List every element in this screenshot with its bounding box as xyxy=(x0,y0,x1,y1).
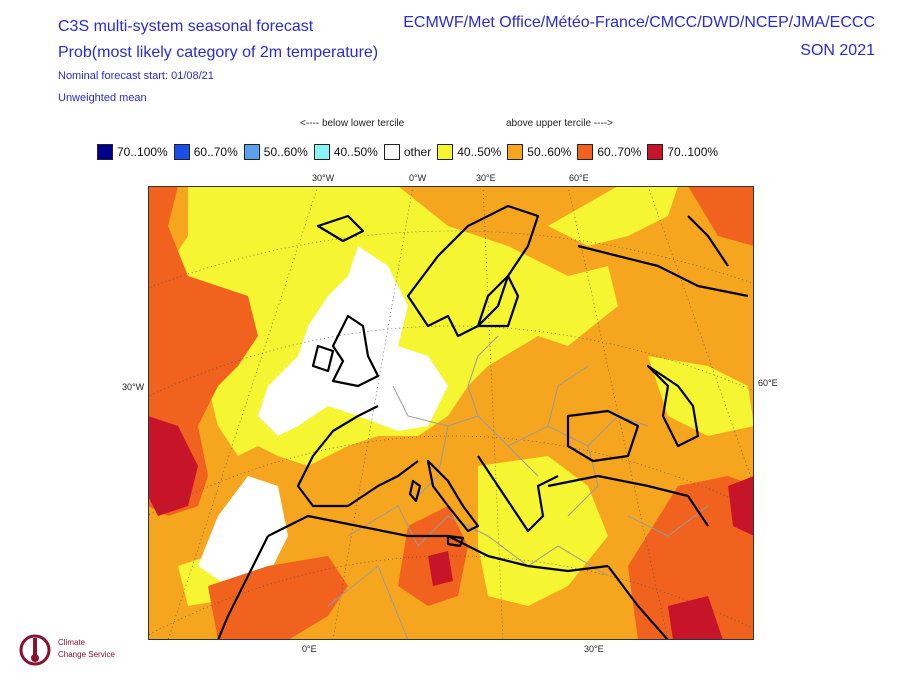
legend-label: 70..100% xyxy=(667,145,719,159)
color-legend: 70..100% 60..70% 50..60% 40..50% other 4… xyxy=(97,143,724,161)
legend-item: 50..60% xyxy=(243,144,308,160)
legend-label: 50..60% xyxy=(527,145,572,159)
above-tercile-label: above upper tercile ----> xyxy=(506,118,613,129)
legend-swatch xyxy=(577,144,594,160)
legend-swatch xyxy=(647,144,664,160)
map-subtitle-variable: Prob(most likely category of 2m temperat… xyxy=(58,44,379,61)
centres-label: ECMWF/Met Office/Météo-France/CMCC/DWD/N… xyxy=(403,14,875,31)
prob-60-70-region xyxy=(628,476,754,640)
prob-other-region xyxy=(198,476,288,586)
prob-70-100-region xyxy=(148,416,198,516)
prob-other-region xyxy=(258,246,448,436)
legend-item: 70..100% xyxy=(647,144,718,160)
map-title: C3S multi-system seasonal forecast xyxy=(58,18,314,35)
prob-70-100-region xyxy=(668,596,723,640)
map-frame xyxy=(148,186,754,640)
prob-70-100-region xyxy=(728,476,754,536)
legend-swatch xyxy=(173,144,190,160)
legend-label: 70..100% xyxy=(117,145,168,159)
legend-label: 50..60% xyxy=(263,145,308,159)
legend-label: 40..50% xyxy=(457,145,502,159)
map-canvas xyxy=(148,186,754,640)
legend-swatch xyxy=(383,144,400,160)
prob-70-100-region xyxy=(428,551,453,586)
legend-label: 40..50% xyxy=(333,145,378,159)
below-tercile-label: <---- below lower tercile xyxy=(300,118,405,129)
coastlines xyxy=(216,204,749,640)
grid-label-bottom: 30°E xyxy=(584,644,604,654)
logo-text-line2: Change Service xyxy=(58,650,115,659)
grid-label-bottom: 0°E xyxy=(302,644,317,654)
legend-swatch xyxy=(507,144,524,160)
season-label: SON 2021 xyxy=(800,42,875,59)
legend-label: other xyxy=(403,145,432,159)
prob-60-70-region xyxy=(208,556,348,640)
legend-item: 60..70% xyxy=(173,144,238,160)
grid-label-right: 60°E xyxy=(758,378,778,388)
weighting-label: Unweighted mean xyxy=(58,92,147,104)
grid-label-top: 30°E xyxy=(476,173,496,183)
legend-item: 70..100% xyxy=(97,144,168,160)
legend-item: 50..60% xyxy=(507,144,571,160)
legend-swatch xyxy=(313,144,330,160)
legend-label: 60..70% xyxy=(597,145,642,159)
climate-change-service-logo: Climate Change Service xyxy=(18,628,148,688)
prob-60-70-region xyxy=(688,186,754,246)
logo-emblem xyxy=(19,634,51,666)
legend-swatch xyxy=(97,144,113,160)
country-borders xyxy=(327,335,709,640)
forecast-map xyxy=(148,186,754,640)
grid-label-top: 60°E xyxy=(569,173,589,183)
legend-swatch xyxy=(437,144,454,160)
graticule xyxy=(148,186,754,640)
legend-item: other xyxy=(383,144,432,160)
forecast-start-label: Nominal forecast start: 01/08/21 xyxy=(58,70,214,82)
grid-label-top: 0°W xyxy=(409,173,427,183)
grid-label-top: 30°W xyxy=(312,173,335,183)
logo-text-line1: Climate xyxy=(58,638,86,647)
prob-40-50-region xyxy=(548,186,678,246)
legend-item: 60..70% xyxy=(577,144,641,160)
legend-item: 40..50% xyxy=(313,144,378,160)
legend-swatch xyxy=(243,144,260,160)
grid-label-left: 30°W xyxy=(122,382,145,392)
legend-item: 40..50% xyxy=(437,144,501,160)
legend-label: 60..70% xyxy=(193,145,238,159)
prob-40-50-region xyxy=(648,356,754,436)
